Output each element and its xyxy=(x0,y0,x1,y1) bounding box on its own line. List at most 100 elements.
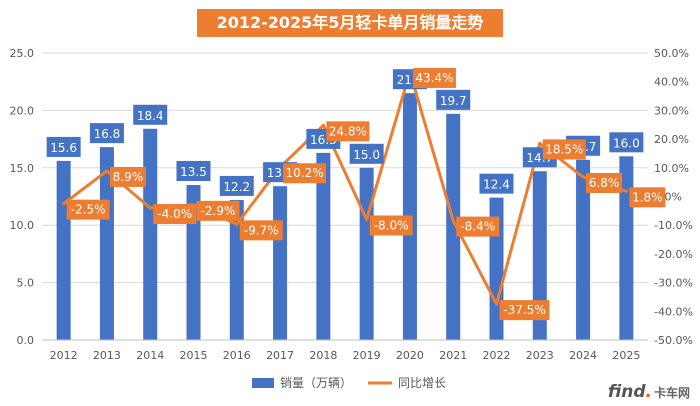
x-tick-label: 2025 xyxy=(612,349,640,362)
bar xyxy=(576,159,591,340)
watermark-brand: find xyxy=(607,382,646,402)
bar xyxy=(532,171,547,340)
y-left-tick-label: 15.0 xyxy=(10,162,35,175)
bar-data-label-text: 19.7 xyxy=(440,94,467,108)
y-right-tick-label: -30.0% xyxy=(654,277,693,290)
line-data-label-box xyxy=(629,187,666,208)
y-right-tick-label: -10.0% xyxy=(654,219,693,232)
line-data-label-box xyxy=(109,166,146,187)
bar-data-label-box xyxy=(89,123,124,144)
line-data-label: -4.0% xyxy=(153,203,197,224)
x-tick-label: 2013 xyxy=(93,349,121,362)
left-axis: 0.0 5.0 10.0 15.0 20.0 25.0 xyxy=(10,47,35,347)
line-data-label-text: 6.8% xyxy=(589,176,620,190)
line-data-label: 6.8% xyxy=(586,172,623,193)
line-data-label-box xyxy=(196,200,240,221)
y-left-tick-label: 10.0 xyxy=(10,219,35,232)
line-data-label-box xyxy=(456,216,500,237)
x-tick-label: 2012 xyxy=(50,349,78,362)
watermark-dot: . xyxy=(645,382,652,402)
line-point xyxy=(235,222,239,226)
line-data-label-box xyxy=(283,163,327,184)
bar-data-label-text: 15.6 xyxy=(50,141,77,155)
watermark-cn: 卡车网 xyxy=(653,386,690,400)
bar-data-label: 18.4 xyxy=(133,104,168,125)
bar-data-label: 15.6 xyxy=(46,136,81,157)
bar xyxy=(56,160,71,340)
y-left-tick-label: 0.0 xyxy=(17,334,35,347)
y-right-tick-label: 40.0% xyxy=(654,76,689,89)
y-right-tick-label: 20.0% xyxy=(654,133,689,146)
line-point xyxy=(538,141,542,145)
line-data-label: 1.8% xyxy=(629,187,666,208)
bar-data-label-box xyxy=(479,173,514,194)
line-point xyxy=(581,175,585,179)
line-data-label-box xyxy=(499,300,550,321)
line-data-label-text: 10.2% xyxy=(286,166,324,180)
y-left-tick-label: 5.0 xyxy=(17,277,35,290)
legend: 销量（万辆） 同比增长 xyxy=(252,376,446,390)
bar xyxy=(359,167,374,340)
line-data-label: -8.0% xyxy=(369,215,413,236)
bar-data-label-text: 12.2 xyxy=(223,180,250,194)
bar-data-label-box xyxy=(436,89,471,110)
x-tick-label: 2022 xyxy=(483,349,511,362)
legend-label-growth: 同比增长 xyxy=(398,376,446,390)
line-data-label-box xyxy=(326,121,370,142)
line-data-label-box xyxy=(153,203,197,224)
legend-item-sales: 销量（万辆） xyxy=(252,376,352,390)
line-data-label: 18.5% xyxy=(542,139,586,160)
bar-data-label-text: 16.8 xyxy=(94,127,121,141)
bar-data-label-box xyxy=(349,143,384,164)
line-data-label: -8.4% xyxy=(456,216,500,237)
bar-data-label-box xyxy=(176,161,211,182)
bar-data-label-box xyxy=(133,104,168,125)
line-data-label-text: 18.5% xyxy=(545,142,583,156)
bar xyxy=(446,113,461,341)
x-tick-label: 2023 xyxy=(526,349,554,362)
bar-data-label: 12.4 xyxy=(479,173,514,194)
bar xyxy=(143,128,158,340)
legend-swatch-bar xyxy=(252,378,274,388)
bar-data-label-text: 16.0 xyxy=(613,136,640,150)
line-data-label-box xyxy=(542,139,586,160)
x-tick-label: 2014 xyxy=(136,349,164,362)
x-tick-label: 2018 xyxy=(309,349,337,362)
legend-label-sales: 销量（万辆） xyxy=(280,376,352,390)
bar-data-label-text: 13.5 xyxy=(180,165,207,179)
line-data-label-text: 8.9% xyxy=(113,170,144,184)
line-point xyxy=(105,169,109,173)
bar-data-label: 19.7 xyxy=(436,89,471,110)
line-data-label: -9.7% xyxy=(239,220,283,241)
bar-data-label-text: 12.4 xyxy=(483,178,510,192)
line-data-label-text: -4.0% xyxy=(157,207,192,221)
y-right-tick-label: -40.0% xyxy=(654,305,693,318)
bar-data-label-box xyxy=(219,175,254,196)
y-right-tick-label: 50.0% xyxy=(654,47,689,60)
line-data-label: 10.2% xyxy=(283,163,327,184)
y-right-tick-label: -20.0% xyxy=(654,248,693,261)
line-point xyxy=(495,302,498,306)
line-data-label-text: -37.5% xyxy=(503,303,545,317)
line-data-label-text: 24.8% xyxy=(329,124,367,138)
bar xyxy=(99,147,114,340)
line-point xyxy=(148,206,152,210)
x-tick-label: 2015 xyxy=(180,349,208,362)
x-tick-label: 2017 xyxy=(266,349,294,362)
x-tick-label: 2016 xyxy=(223,349,251,362)
line-data-label-text: -2.5% xyxy=(71,203,106,217)
x-tick-label: 2019 xyxy=(353,349,381,362)
bar-data-label: 16.0 xyxy=(609,132,644,153)
y-left-tick-label: 25.0 xyxy=(10,47,35,60)
line-point xyxy=(451,219,455,223)
line-data-label-box xyxy=(66,199,110,220)
line-data-label-text: -9.7% xyxy=(244,223,279,237)
title-background xyxy=(197,9,503,37)
line-data-label-text: -8.0% xyxy=(374,218,409,232)
y-right-tick-label: -50.0% xyxy=(654,334,693,347)
y-right-tick-label: 30.0% xyxy=(654,104,689,117)
line-data-label-box xyxy=(586,172,623,193)
line-data-label: 24.8% xyxy=(326,121,370,142)
line-data-label-text: -2.9% xyxy=(201,204,236,218)
